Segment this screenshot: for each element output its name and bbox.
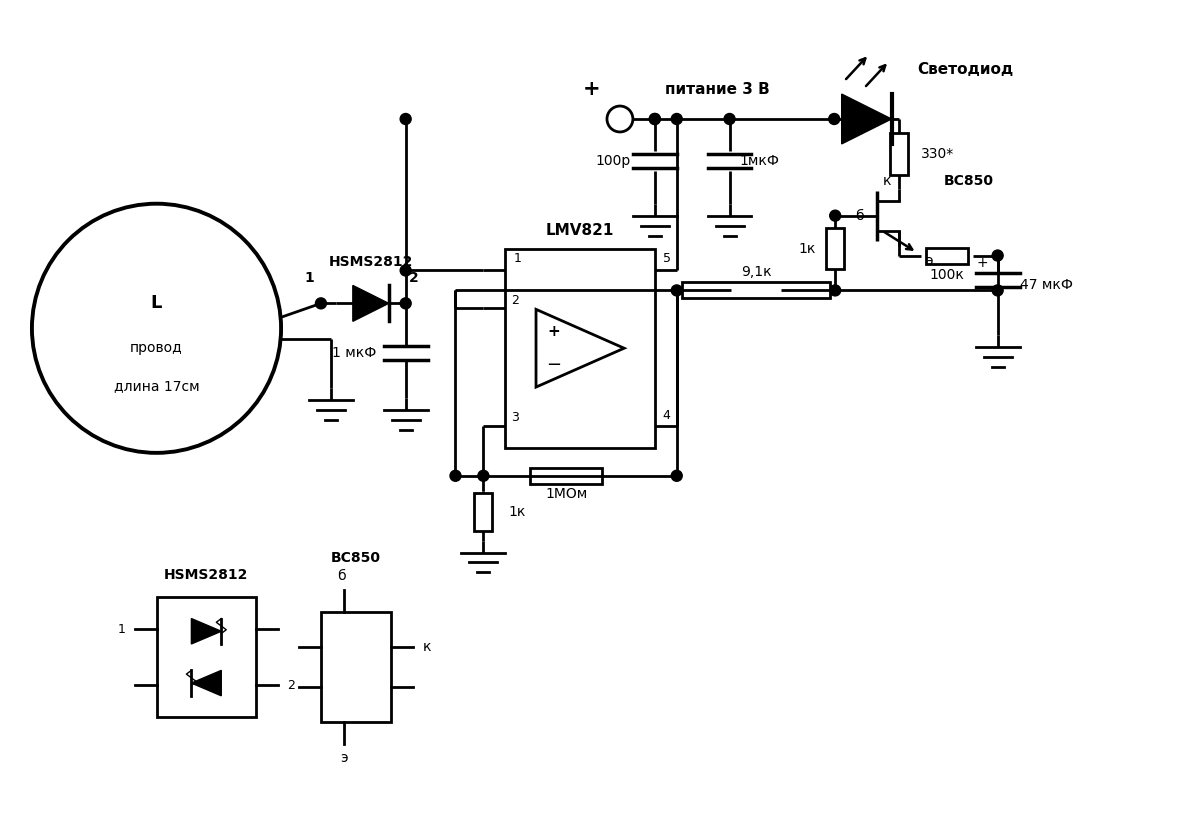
Bar: [474, 493, 492, 531]
Polygon shape: [191, 671, 221, 695]
Bar: [682, 282, 830, 299]
Bar: [827, 228, 844, 269]
Text: провод: провод: [130, 342, 182, 356]
Text: э: э: [340, 751, 348, 765]
Circle shape: [671, 285, 683, 296]
Text: +: +: [977, 255, 989, 269]
Text: HSMS2812: HSMS2812: [164, 569, 248, 583]
Circle shape: [400, 265, 412, 276]
Circle shape: [400, 114, 412, 124]
Text: 47 мкФ: 47 мкФ: [1020, 278, 1073, 292]
Text: 100к: 100к: [929, 268, 965, 282]
Text: 2: 2: [409, 272, 419, 286]
Circle shape: [992, 250, 1003, 261]
Text: 2: 2: [287, 679, 295, 691]
Circle shape: [649, 114, 660, 124]
Text: 100р: 100р: [595, 154, 630, 168]
Text: питание 3 В: питание 3 В: [665, 81, 769, 96]
Text: BC850: BC850: [944, 174, 994, 188]
Text: длина 17см: длина 17см: [114, 379, 199, 393]
Text: 2: 2: [511, 294, 520, 307]
Circle shape: [829, 114, 840, 124]
Text: б: б: [337, 570, 346, 584]
Circle shape: [450, 470, 461, 481]
Text: 3: 3: [511, 412, 520, 425]
Circle shape: [671, 470, 683, 481]
Circle shape: [829, 210, 841, 221]
Text: LMV821: LMV821: [546, 223, 614, 238]
Circle shape: [671, 114, 683, 124]
Bar: [926, 248, 967, 263]
Circle shape: [649, 114, 660, 124]
Text: 4: 4: [662, 410, 671, 422]
Text: L: L: [151, 295, 162, 313]
Text: к: к: [422, 640, 431, 654]
Text: 1: 1: [514, 252, 521, 265]
Circle shape: [829, 285, 841, 296]
Text: −: −: [546, 356, 562, 374]
Polygon shape: [191, 619, 221, 644]
Bar: [505, 249, 655, 448]
Circle shape: [400, 298, 412, 309]
Text: 1к: 1к: [509, 504, 526, 518]
Polygon shape: [841, 94, 892, 144]
Text: Светодиод: Светодиод: [917, 62, 1013, 77]
Circle shape: [992, 285, 1003, 296]
Text: +: +: [547, 324, 560, 339]
Text: 1МОм: 1МОм: [545, 486, 587, 500]
Bar: [320, 612, 391, 722]
Text: +: +: [583, 79, 601, 99]
Text: 1: 1: [304, 272, 314, 286]
Polygon shape: [353, 286, 389, 321]
Text: BC850: BC850: [331, 551, 380, 565]
Text: 1: 1: [118, 623, 126, 635]
Text: б: б: [854, 209, 864, 223]
Text: 9,1к: 9,1к: [740, 266, 772, 280]
Bar: [530, 467, 602, 484]
Bar: [890, 133, 908, 174]
Circle shape: [478, 470, 488, 481]
Circle shape: [316, 298, 326, 309]
Text: 1к: 1к: [799, 242, 816, 256]
Text: 5: 5: [662, 252, 671, 265]
Text: 1мкФ: 1мкФ: [739, 154, 780, 168]
Text: к: к: [883, 174, 892, 188]
Text: э: э: [925, 253, 932, 267]
Text: 1 мкФ: 1 мкФ: [331, 346, 376, 360]
Text: HSMS2812: HSMS2812: [329, 254, 413, 268]
Circle shape: [724, 114, 736, 124]
Text: 330*: 330*: [920, 146, 954, 160]
Bar: [156, 597, 256, 717]
